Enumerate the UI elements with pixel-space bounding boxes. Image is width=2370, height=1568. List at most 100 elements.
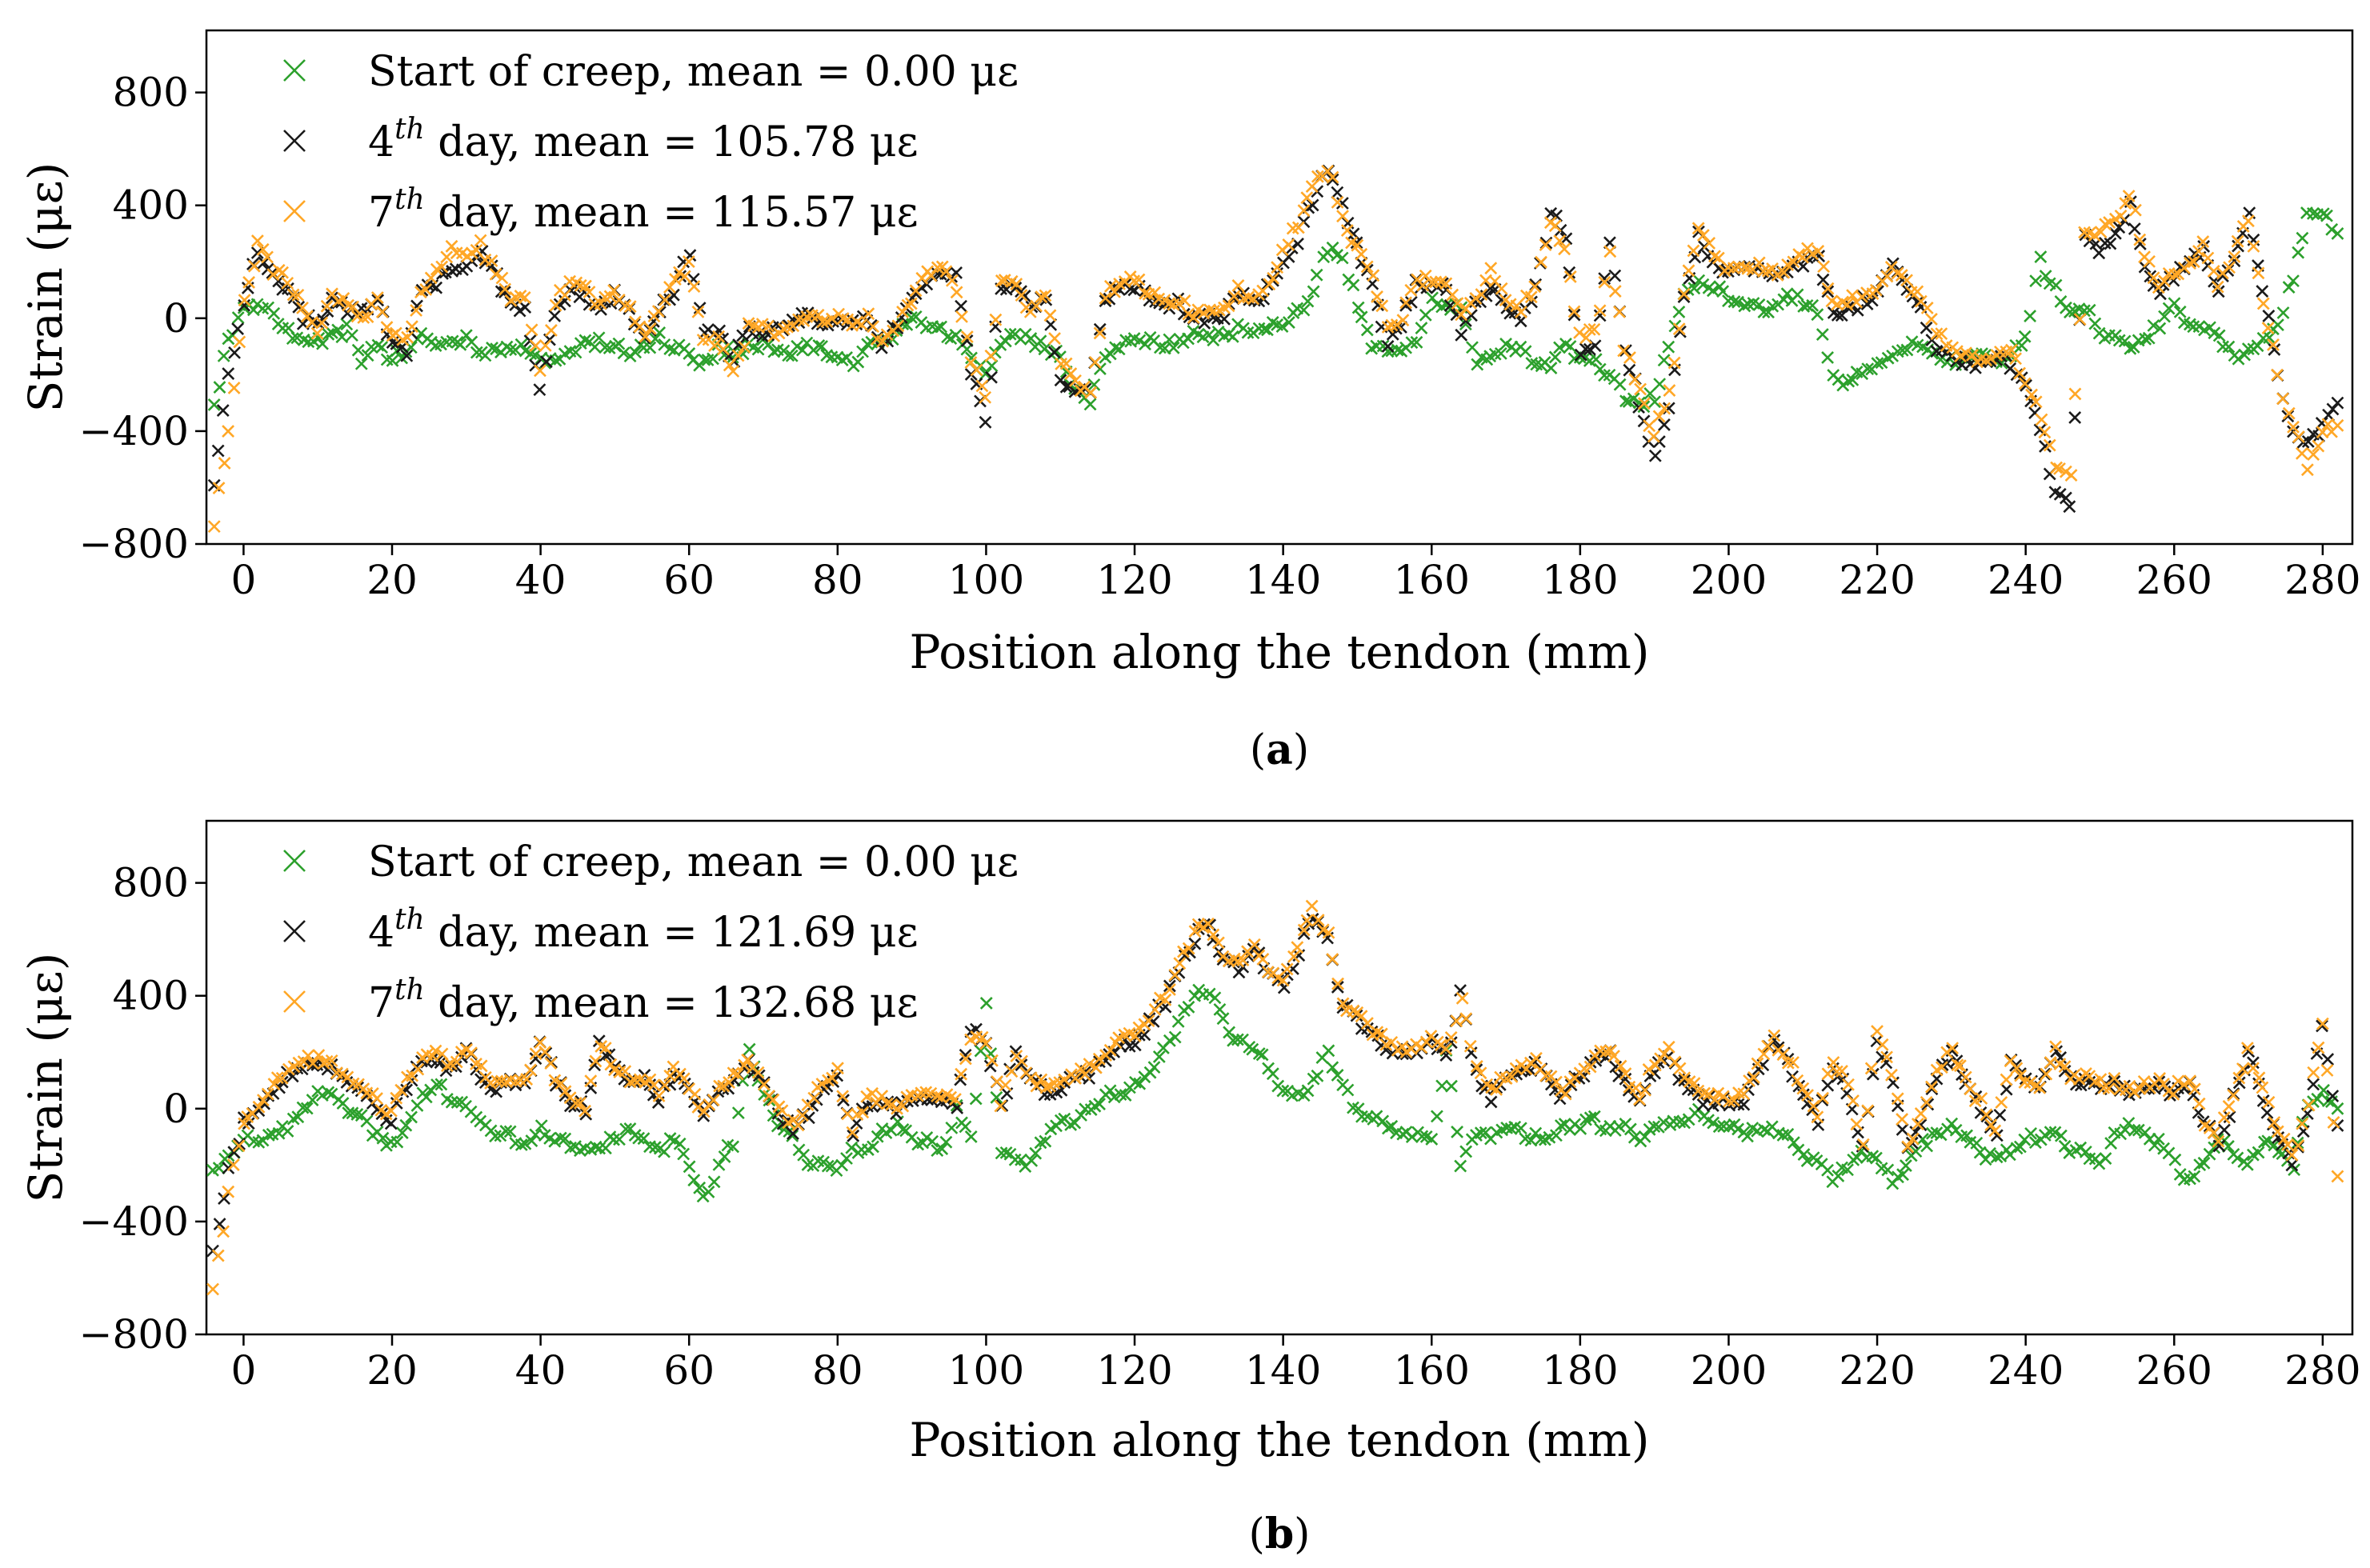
marker-4th-day bbox=[1816, 273, 1830, 286]
marker-4th-day bbox=[1887, 1076, 1900, 1090]
marker-start-of-creep bbox=[486, 342, 498, 354]
marker-7th-day bbox=[1271, 261, 1284, 274]
marker-start-of-creep bbox=[578, 334, 592, 347]
series-start bbox=[207, 206, 2344, 414]
marker-start-of-creep bbox=[2088, 317, 2102, 330]
x-tick-label: 0 bbox=[230, 1347, 256, 1394]
marker-4th-day bbox=[2321, 1053, 2335, 1066]
marker-7th-day bbox=[1667, 356, 1681, 370]
marker-4th-day bbox=[238, 298, 251, 312]
marker-7th-day bbox=[1173, 957, 1187, 970]
marker-start-of-creep bbox=[213, 381, 226, 394]
x-tick-label: 140 bbox=[1245, 1347, 1321, 1394]
marker-start-of-creep bbox=[1103, 347, 1117, 361]
legend-superscript: th bbox=[394, 974, 425, 1006]
marker-4th-day bbox=[548, 310, 562, 322]
marker-start-of-creep bbox=[1598, 369, 1611, 382]
marker-4th-day bbox=[2038, 1067, 2052, 1081]
marker-7th-day bbox=[1959, 1070, 1972, 1084]
marker-start-of-creep bbox=[1731, 295, 1744, 309]
marker-start-of-creep bbox=[1548, 350, 1562, 364]
marker-4th-day bbox=[1450, 308, 1463, 322]
marker-7th-day bbox=[2172, 1074, 2185, 1088]
marker-start-of-creep bbox=[1355, 310, 1368, 324]
marker-4th-day bbox=[960, 334, 974, 347]
marker-4th-day bbox=[321, 305, 334, 318]
marker-start-of-creep bbox=[1139, 338, 1151, 351]
marker-start-of-creep bbox=[231, 311, 245, 324]
marker-start-of-creep bbox=[346, 329, 358, 342]
y-axis: −800 −400 0 400 800 bbox=[79, 70, 206, 567]
marker-start-of-creep bbox=[974, 1044, 987, 1058]
marker-7th-day bbox=[1291, 941, 1304, 954]
marker-7th-day bbox=[1231, 278, 1245, 292]
marker-start-of-creep bbox=[1811, 308, 1824, 322]
marker-start-of-creep bbox=[840, 1152, 853, 1165]
marker-start-of-creep bbox=[1593, 362, 1607, 376]
marker-start-of-creep bbox=[1103, 1084, 1117, 1098]
marker-4th-day bbox=[1632, 401, 1645, 414]
marker-start-of-creep bbox=[1322, 1044, 1335, 1058]
marker-7th-day bbox=[950, 286, 963, 299]
marker-start-of-creep bbox=[569, 346, 582, 359]
marker-start-of-creep bbox=[2049, 278, 2063, 292]
marker-7th-day bbox=[2252, 266, 2265, 280]
marker-start-of-creep bbox=[905, 311, 918, 324]
marker-start-of-creep bbox=[335, 330, 349, 344]
marker-start-of-creep bbox=[712, 1158, 726, 1171]
marker-start-of-creep bbox=[2034, 250, 2048, 263]
caption-open: ( bbox=[1249, 1510, 1265, 1558]
x-tick-label: 280 bbox=[2284, 557, 2360, 603]
marker-start-of-creep bbox=[683, 1160, 696, 1174]
marker-start-of-creep bbox=[1836, 378, 1850, 392]
marker-7th-day bbox=[1603, 245, 1617, 258]
x-tick-label: 220 bbox=[1839, 1347, 1915, 1394]
marker-start-of-creep bbox=[1589, 353, 1603, 366]
marker-4th-day bbox=[1381, 339, 1395, 353]
marker-start-of-creep bbox=[2064, 306, 2076, 319]
marker-7th-day bbox=[979, 390, 992, 404]
marker-start-of-creep bbox=[1637, 400, 1651, 414]
marker-7th-day bbox=[544, 324, 558, 337]
marker-start-of-creep bbox=[1672, 305, 1686, 318]
marker-7th-day bbox=[1455, 991, 1469, 1005]
marker-7th-day bbox=[1608, 285, 1622, 298]
marker-7th-day bbox=[525, 323, 538, 337]
marker-start-of-creep bbox=[2240, 1158, 2254, 1171]
marker-start-of-creep bbox=[386, 354, 399, 367]
marker-start-of-creep bbox=[1525, 357, 1539, 370]
marker-start-of-creep bbox=[1466, 341, 1479, 354]
marker-7th-day bbox=[211, 1249, 225, 1262]
marker-7th-day bbox=[2331, 418, 2344, 432]
marker-start-of-creep bbox=[1445, 1079, 1458, 1093]
marker-4th-day bbox=[1335, 197, 1349, 210]
marker-start-of-creep bbox=[2168, 1153, 2182, 1166]
marker-start-of-creep bbox=[2251, 339, 2264, 353]
marker-start-of-creep bbox=[354, 357, 368, 370]
marker-4th-day bbox=[410, 299, 423, 313]
marker-start-of-creep bbox=[2331, 227, 2344, 240]
marker-start-of-creep bbox=[1780, 287, 1794, 301]
marker-start-of-creep bbox=[1459, 318, 1472, 331]
marker-start-of-creep bbox=[267, 306, 281, 320]
marker-4th-day bbox=[446, 264, 458, 278]
marker-start-of-creep bbox=[2287, 274, 2300, 288]
marker-4th-day bbox=[1018, 290, 1031, 302]
marker-start-of-creep bbox=[964, 1130, 978, 1143]
marker-start-of-creep bbox=[931, 321, 944, 334]
marker-start-of-creep bbox=[316, 337, 329, 350]
marker-7th-day bbox=[1326, 170, 1339, 184]
marker-4th-day bbox=[693, 302, 707, 314]
marker-7th-day bbox=[1821, 1067, 1835, 1081]
marker-4th-day bbox=[2104, 237, 2117, 250]
marker-4th-day bbox=[1608, 269, 1622, 282]
marker-start-of-creep bbox=[1861, 362, 1875, 376]
x-tick-label: 120 bbox=[1096, 557, 1172, 603]
marker-4th-day bbox=[228, 346, 241, 359]
marker-start-of-creep bbox=[1800, 298, 1814, 312]
marker-7th-day bbox=[2038, 426, 2052, 439]
marker-start-of-creep bbox=[1648, 395, 1661, 409]
marker-4th-day bbox=[1619, 344, 1632, 358]
marker-7th-day bbox=[2276, 392, 2289, 406]
